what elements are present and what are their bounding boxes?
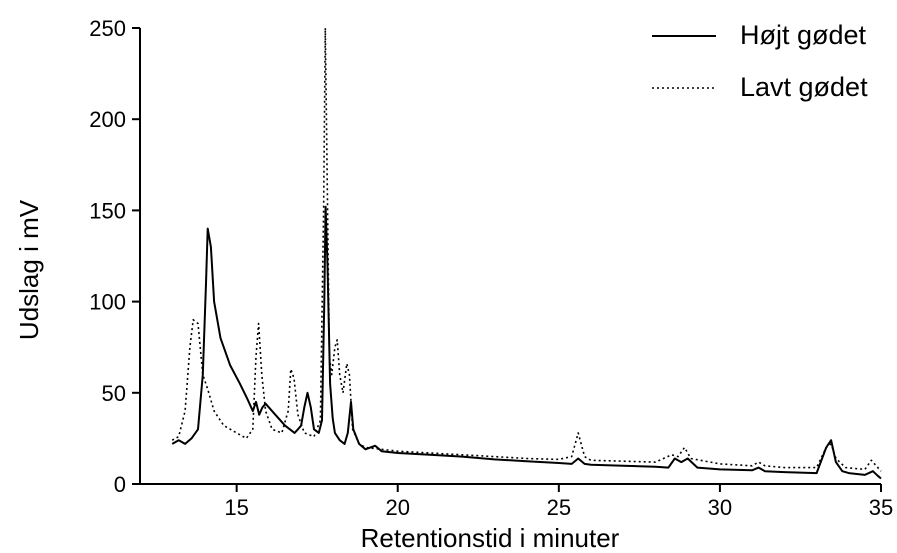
series-line-2	[171, 27, 882, 472]
legend-label-1: Højt gødet	[740, 20, 867, 50]
y-tick-label: 250	[89, 16, 126, 41]
x-ticks: 15 20 25 30 35	[224, 484, 893, 520]
y-ticks: 0 50 100 150 200 250	[89, 16, 140, 497]
series-line-1	[171, 205, 882, 480]
legend: Højt gødet Lavt gødet	[652, 20, 868, 102]
x-tick-label: 30	[708, 495, 732, 520]
legend-label-2: Lavt gødet	[740, 72, 868, 102]
axes: 15 20 25 30 35 0 50 100 150 200 250	[89, 16, 893, 520]
y-tick-label: 100	[89, 290, 126, 315]
x-tick-label: 15	[224, 495, 248, 520]
x-axis-title: Retentionstid i minuter	[361, 523, 620, 553]
x-tick-label: 25	[547, 495, 571, 520]
x-tick-label: 20	[385, 495, 409, 520]
y-tick-label: 200	[89, 107, 126, 132]
y-tick-label: 150	[89, 198, 126, 223]
series-group	[171, 27, 882, 480]
y-tick-label: 0	[114, 472, 126, 497]
y-axis-title: Udslag i mV	[14, 199, 44, 340]
x-tick-label: 35	[869, 495, 893, 520]
y-tick-label: 50	[102, 381, 126, 406]
